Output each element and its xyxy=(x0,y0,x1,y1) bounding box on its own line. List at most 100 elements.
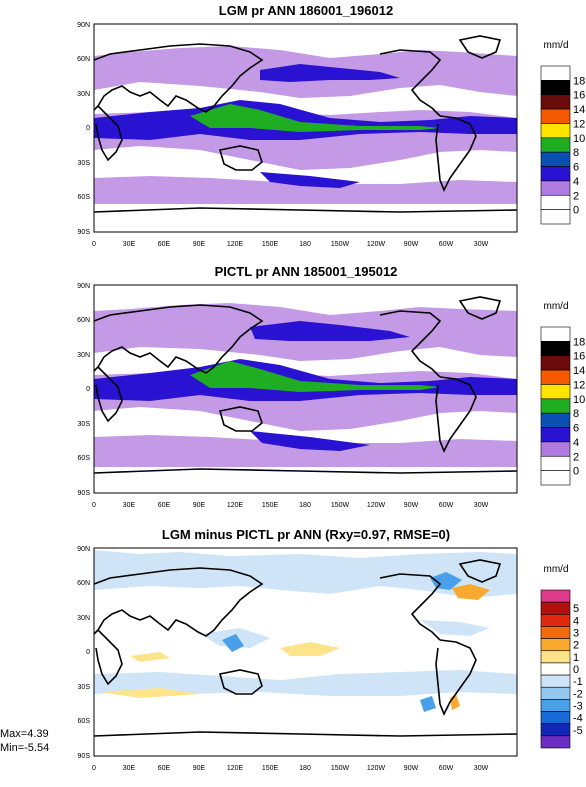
x-tick-label: 30E xyxy=(123,765,136,772)
colorbar-swatch xyxy=(540,412,571,428)
colorbar-swatch xyxy=(540,369,571,385)
colorbar-swatch xyxy=(540,626,571,639)
colorbar-swatch xyxy=(540,441,571,457)
y-tick-label: 90S xyxy=(78,490,91,497)
x-tick-label: 180 xyxy=(299,765,311,772)
x-tick-label: 30W xyxy=(474,765,489,772)
x-ticks: 0 30E 60E 90E 120E 150E 180 150W 120W 90… xyxy=(92,502,489,509)
dry-zone-nh xyxy=(94,347,517,379)
colorbar-label: 2 xyxy=(573,640,579,652)
x-tick-label: 120E xyxy=(227,502,244,509)
y-ticks: 90N 60N 30N 0 30S 60S 90S xyxy=(77,22,90,236)
colorbar-label: 16 xyxy=(573,351,585,363)
x-tick-label: 90E xyxy=(193,241,206,248)
y-tick-label: 90N xyxy=(77,546,90,553)
x-tick-label: 60E xyxy=(158,765,171,772)
x-tick-label: 150E xyxy=(262,502,279,509)
colorbar-swatch xyxy=(540,589,571,603)
colorbar-label: 0 xyxy=(573,205,579,217)
colorbar-label: 8 xyxy=(573,147,579,159)
y-tick-label: 90N xyxy=(77,22,90,29)
colorbar-swatch xyxy=(540,455,571,471)
y-tick-label: 30N xyxy=(77,615,90,622)
colorbar-label: 0 xyxy=(573,466,579,478)
y-tick-label: 0 xyxy=(86,386,90,393)
colorbar-swatch xyxy=(540,662,571,676)
y-tick-label: 60S xyxy=(78,455,91,462)
x-tick-label: 0 xyxy=(92,765,96,772)
dry-zone-nh xyxy=(94,82,517,118)
x-tick-label: 120W xyxy=(367,502,386,509)
colorbar-label: 6 xyxy=(573,162,579,174)
y-tick-label: 60S xyxy=(78,194,91,201)
colorbar-swatch xyxy=(540,151,571,167)
y-tick-label: 60N xyxy=(77,317,90,324)
y-tick-label: 90N xyxy=(77,283,90,290)
x-tick-label: 60W xyxy=(439,241,454,248)
storm-track-sh xyxy=(250,431,370,451)
colorbar-units: mm/d xyxy=(544,40,569,51)
polar-north xyxy=(94,285,517,315)
y-ticks: 90N 60N 30N 0 30S 60S 90S xyxy=(77,546,90,760)
colorbar-label: 4 xyxy=(573,437,579,449)
colorbar-swatch xyxy=(540,108,571,124)
colorbar-label: 6 xyxy=(573,423,579,435)
colorbar-swatch xyxy=(540,427,571,443)
colorbar-swatch xyxy=(540,686,571,700)
chart-title: LGM pr ANN 186001_196012 xyxy=(219,3,393,18)
stat-min: Min=-5.54 xyxy=(0,742,50,754)
colorbar-swatch xyxy=(540,194,571,210)
colorbar-swatch xyxy=(540,614,571,627)
storm-track-nh xyxy=(250,321,410,341)
y-tick-label: 30S xyxy=(78,421,91,428)
colorbar-swatch xyxy=(540,470,571,486)
colorbar-swatch xyxy=(540,180,571,196)
storm-track-sh xyxy=(260,172,360,188)
colorbar-swatch xyxy=(540,80,571,96)
colorbar-swatch xyxy=(540,166,571,182)
x-tick-label: 60E xyxy=(158,241,171,248)
continent-outlines xyxy=(93,296,518,474)
colorbar-swatch xyxy=(540,638,571,652)
y-tick-label: 30N xyxy=(77,352,90,359)
x-tick-label: 90E xyxy=(193,502,206,509)
x-tick-label: 60E xyxy=(158,502,171,509)
map-area xyxy=(93,23,518,233)
chart-panel-pictl: PICTL pr ANN 185001_195012 90N xyxy=(0,261,586,519)
colorbar: 18 16 14 12 10 8 6 4 2 0 xyxy=(540,326,585,486)
polar-south xyxy=(94,204,517,232)
x-tick-label: 150W xyxy=(331,502,350,509)
colorbar-label: 2 xyxy=(573,190,579,202)
colorbar-swatch xyxy=(540,674,571,688)
y-tick-label: 90S xyxy=(78,229,91,236)
x-ticks: 0 30E 60E 90E 120E 150E 180 150W 120W 90… xyxy=(92,765,489,772)
colorbar-label: 4 xyxy=(573,615,579,627)
x-tick-label: 120E xyxy=(227,765,244,772)
y-tick-label: 90S xyxy=(78,753,91,760)
colorbar-swatch xyxy=(540,65,571,81)
stats-box: Max=4.39 Min=-5.54 xyxy=(0,727,49,755)
x-tick-label: 180 xyxy=(299,241,311,248)
continent-outlines xyxy=(93,35,518,213)
colorbar-swatch xyxy=(540,94,571,110)
y-tick-label: 60N xyxy=(77,580,90,587)
x-tick-label: 0 xyxy=(92,502,96,509)
y-tick-label: 0 xyxy=(86,649,90,656)
y-tick-label: 30S xyxy=(78,684,91,691)
chart-svg-diff: LGM minus PICTL pr ANN (Rxy=0.97, RMSE=0… xyxy=(77,527,583,772)
x-tick-label: 90W xyxy=(404,765,419,772)
colorbar-label: 18 xyxy=(573,75,585,87)
y-tick-label: 0 xyxy=(86,125,90,132)
colorbar-swatch xyxy=(540,723,571,737)
x-tick-label: 150E xyxy=(262,765,279,772)
colorbar-swatch xyxy=(540,209,571,225)
x-tick-label: 150E xyxy=(262,241,279,248)
y-tick-label: 30N xyxy=(77,91,90,98)
dry-zone-sh xyxy=(94,146,517,184)
colorbar-swatch xyxy=(540,123,571,139)
storm-track-nh xyxy=(260,64,400,82)
wet-belt-green xyxy=(190,104,440,132)
x-tick-label: 150W xyxy=(331,765,350,772)
chart-panel-lgm: LGM pr ANN 186001_196012 xyxy=(0,0,586,258)
